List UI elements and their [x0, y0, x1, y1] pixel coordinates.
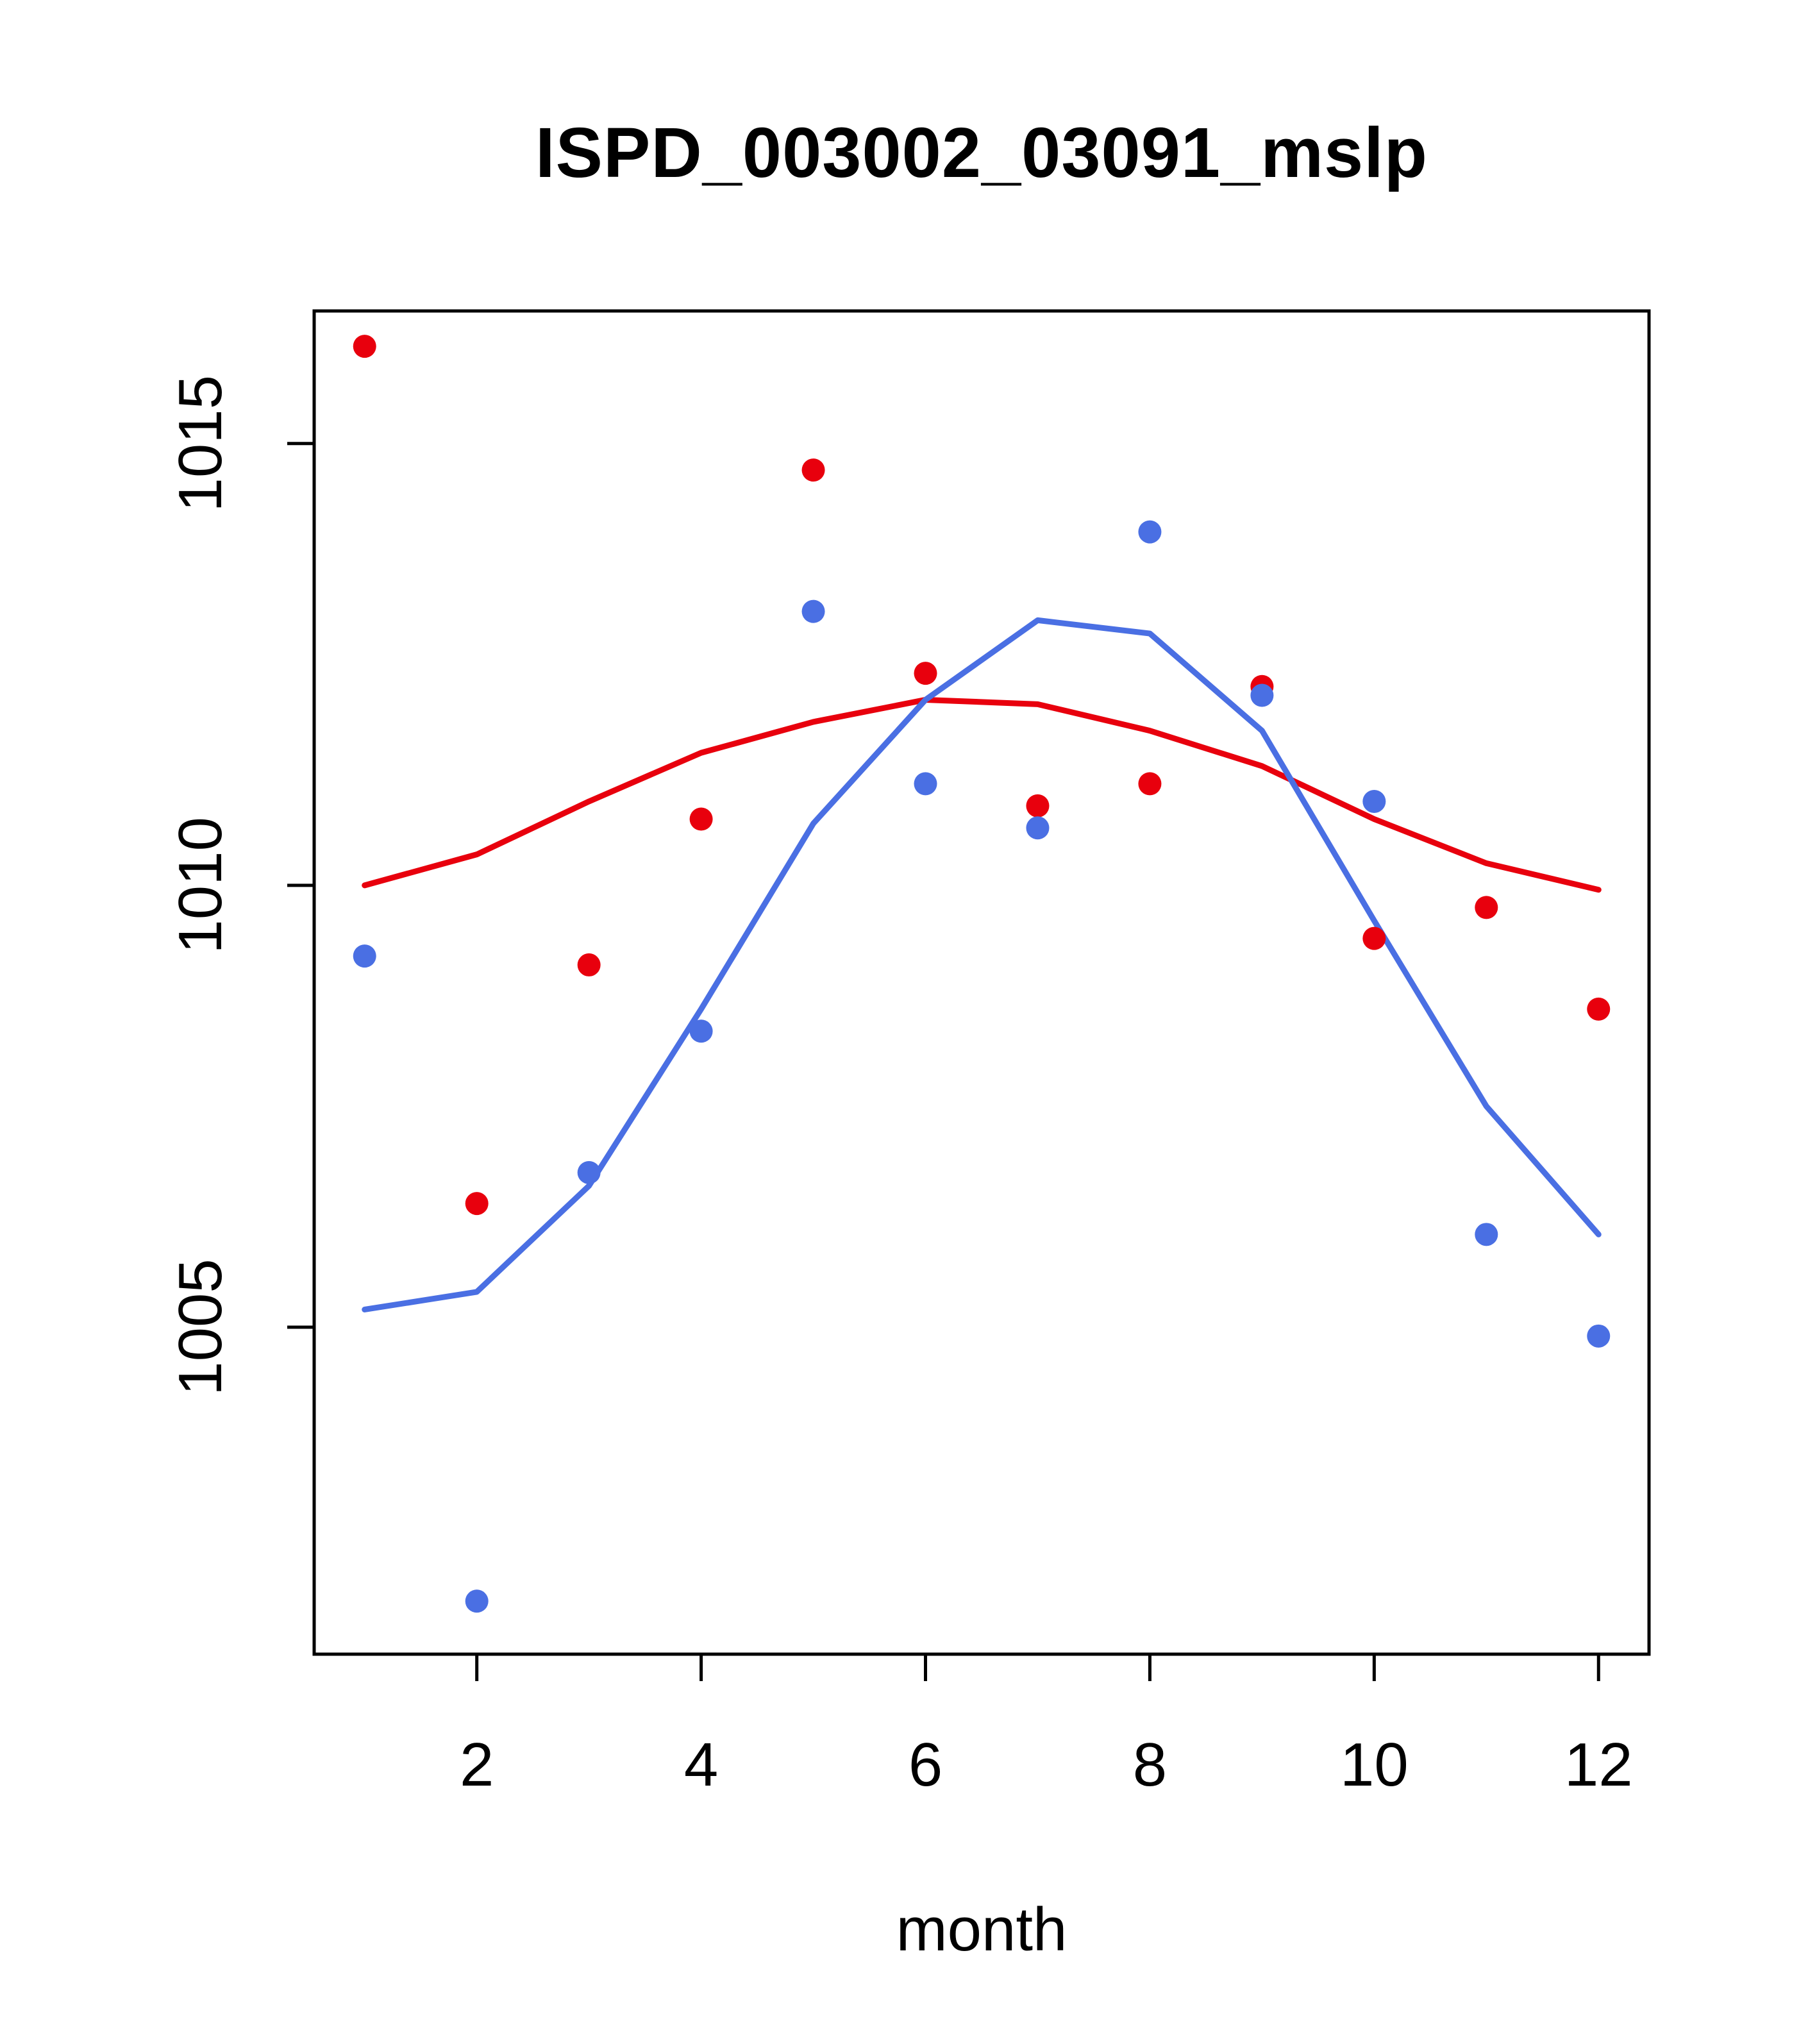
blue-points-marker	[1138, 520, 1162, 544]
x-tick-label: 12	[1564, 1730, 1633, 1799]
red-points-marker	[353, 335, 376, 358]
x-tick-label: 2	[460, 1730, 494, 1799]
blue-points-marker	[1362, 789, 1386, 813]
x-tick-label: 6	[908, 1730, 942, 1799]
x-tick-label: 10	[1340, 1730, 1409, 1799]
x-tick-label: 4	[684, 1730, 718, 1799]
blue-points-marker	[353, 944, 376, 968]
blue-points-marker	[577, 1160, 601, 1184]
blue-points-marker	[465, 1589, 489, 1613]
red-points-marker	[1362, 926, 1386, 950]
blue-points-marker	[689, 1019, 713, 1043]
red-points-marker	[801, 458, 825, 482]
red-points-marker	[1138, 772, 1162, 796]
red-line	[362, 696, 1602, 893]
red-points-marker	[1587, 997, 1611, 1021]
y-tick-label: 1010	[166, 817, 235, 954]
blue-points-marker	[1250, 683, 1274, 707]
red-points-marker	[1026, 794, 1050, 817]
blue-points-marker	[1475, 1223, 1498, 1246]
red-points-marker	[577, 953, 601, 976]
x-axis-label: month	[896, 1895, 1068, 1964]
blue-points-marker	[801, 599, 825, 623]
y-tick-label: 1005	[166, 1259, 235, 1396]
blue-line	[362, 617, 1602, 1312]
red-points-marker	[914, 662, 937, 685]
blue-points-marker	[1587, 1324, 1611, 1348]
red-points-marker	[1475, 896, 1498, 919]
blue-points-marker	[914, 772, 937, 796]
red-points-marker	[465, 1192, 489, 1216]
x-tick-label: 8	[1133, 1730, 1167, 1799]
blue-points-marker	[1026, 816, 1050, 840]
y-tick-label: 1015	[166, 375, 235, 512]
chart-title: ISPD_003002_03091_mslp	[535, 113, 1428, 192]
red-points-marker	[689, 807, 713, 831]
plot-box	[312, 309, 1651, 1656]
